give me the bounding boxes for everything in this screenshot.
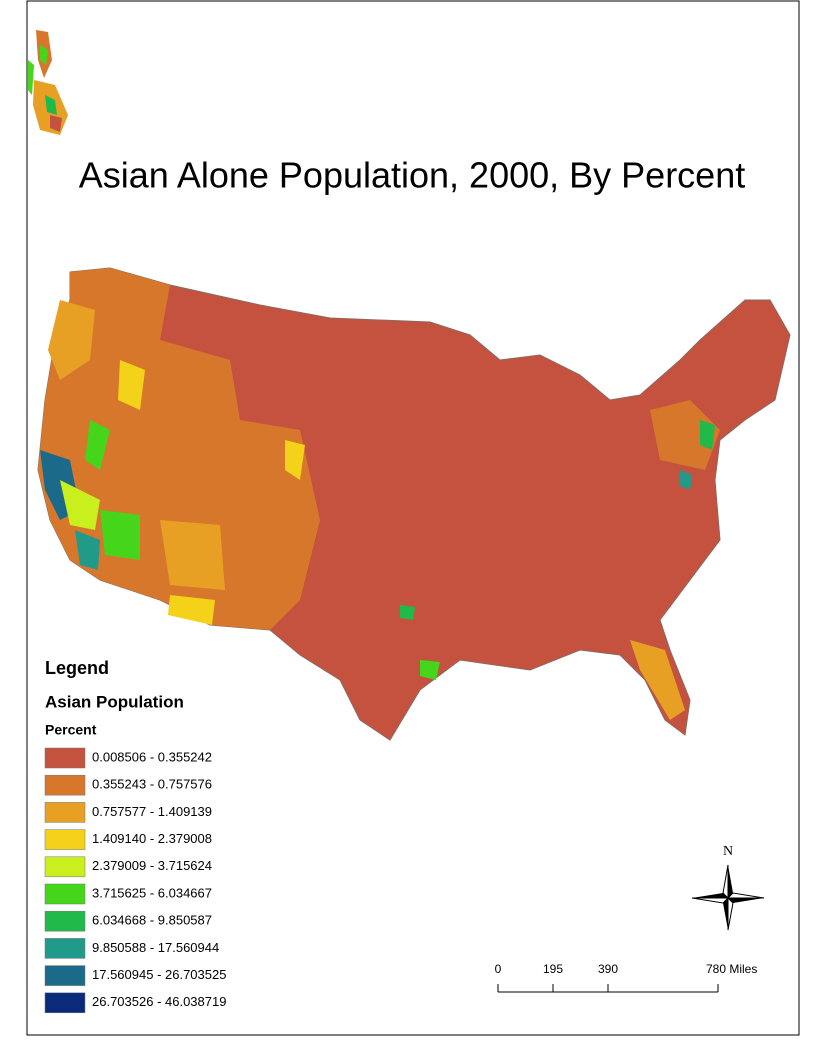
legend-swatch — [44, 747, 86, 769]
legend-swatch — [44, 829, 86, 850]
scale-label: 390 — [598, 962, 618, 976]
scale-label: 0 — [495, 962, 502, 976]
legend-heading: Legend — [45, 658, 109, 678]
legend-label: 0.355243 - 0.757576 — [92, 777, 212, 792]
legend-swatch — [44, 856, 86, 878]
page-frame — [26, 0, 800, 1036]
scale-bar: 0 195 390 780 Miles — [495, 962, 757, 993]
legend-label: 1.409140 - 2.379008 — [92, 831, 212, 846]
north-arrow: N — [691, 844, 765, 931]
legend-swatch — [44, 910, 86, 932]
legend-label: 0.008506 - 0.355242 — [92, 749, 212, 764]
legend-label: 6.034668 - 9.850587 — [92, 913, 212, 928]
us-map — [37, 267, 791, 741]
legend-label: 3.715625 - 6.034667 — [92, 885, 212, 900]
legend-layer: Asian Population — [45, 692, 184, 711]
legend-swatch — [44, 883, 86, 905]
scale-label: 780 Miles — [706, 962, 757, 976]
north-label: N — [723, 844, 733, 859]
legend-swatch — [44, 992, 86, 1014]
legend-field: Percent — [45, 722, 97, 738]
scale-label: 195 — [543, 962, 563, 976]
legend-swatch — [44, 965, 86, 986]
alaska-inset — [28, 30, 68, 135]
legend-label: 0.757577 - 1.409139 — [92, 804, 212, 819]
legend-classes: 0.008506 - 0.355242 0.355243 - 0.757576 0.… — [44, 747, 226, 1014]
legend-label: 9.850588 - 17.560944 — [92, 940, 219, 955]
map-title: Asian Alone Population, 2000, By Percent — [79, 155, 745, 196]
legend-label: 26.703526 - 46.038719 — [92, 994, 226, 1009]
legend-swatch — [44, 774, 86, 796]
legend-label: 2.379009 - 3.715624 — [92, 858, 212, 873]
legend-swatch — [44, 802, 86, 823]
legend-label: 17.560945 - 26.703525 — [92, 967, 226, 982]
legend-swatch — [44, 938, 86, 959]
